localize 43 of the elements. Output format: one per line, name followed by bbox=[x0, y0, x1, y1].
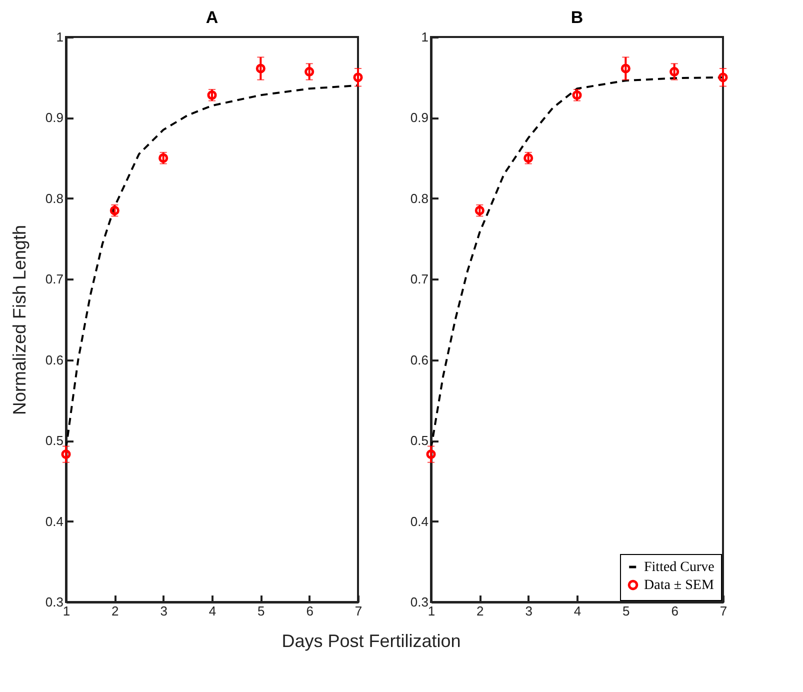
y-tick-label: 1 bbox=[56, 30, 64, 44]
x-tick-label: 5 bbox=[258, 604, 265, 618]
point bbox=[304, 66, 314, 76]
point bbox=[426, 450, 436, 460]
y-tick-label: 0.8 bbox=[45, 190, 64, 206]
x-axis-title: Days Post Fertilization bbox=[282, 631, 461, 651]
x-tick-label: 4 bbox=[208, 604, 216, 618]
x-tick-label: 5 bbox=[622, 604, 630, 618]
point bbox=[718, 72, 728, 82]
point bbox=[61, 450, 71, 460]
y-tick-label: 0.4 bbox=[45, 514, 64, 529]
y-axis-title: Normalized Fish Length bbox=[9, 224, 30, 416]
x-tick-label: 7 bbox=[354, 604, 362, 618]
y-tick-label: 0.9 bbox=[410, 110, 428, 126]
y-tick-label: 0.3 bbox=[45, 594, 64, 610]
chart-title: A bbox=[206, 8, 218, 27]
point bbox=[620, 64, 630, 74]
x-tick-label: 4 bbox=[574, 604, 582, 618]
y-tick-label: 1 bbox=[421, 30, 428, 44]
x-tick-label: 2 bbox=[112, 604, 119, 618]
y-tick-label: 0.5 bbox=[410, 433, 428, 448]
point bbox=[256, 64, 266, 74]
legend-label: Data ± SEM bbox=[644, 578, 714, 593]
x-tick-label: 7 bbox=[720, 604, 728, 618]
y-tick-label: 0.4 bbox=[410, 514, 428, 529]
legend-label: Fitted Curve bbox=[644, 560, 714, 575]
y-tick-label: 0.7 bbox=[410, 272, 428, 287]
y-tick-label: 0.8 bbox=[410, 190, 428, 206]
line-series bbox=[431, 76, 723, 450]
x-tick-label: 3 bbox=[160, 604, 168, 618]
point bbox=[670, 66, 680, 76]
y-tick-label: 0.6 bbox=[45, 352, 64, 368]
y-tick-label: 0.9 bbox=[45, 110, 64, 126]
x-tick-label: 2 bbox=[476, 604, 484, 618]
y-tick-label: 0.7 bbox=[45, 272, 64, 287]
chart-title: B bbox=[570, 8, 584, 27]
x-tick-label: 6 bbox=[671, 604, 678, 618]
y-tick-label: 0.6 bbox=[410, 352, 428, 368]
y-tick-label: 0.3 bbox=[410, 594, 428, 610]
x-tick-label: 3 bbox=[525, 604, 532, 618]
y-tick-label: 0.5 bbox=[45, 433, 64, 448]
x-tick-label: 6 bbox=[306, 604, 314, 618]
point bbox=[353, 72, 363, 82]
